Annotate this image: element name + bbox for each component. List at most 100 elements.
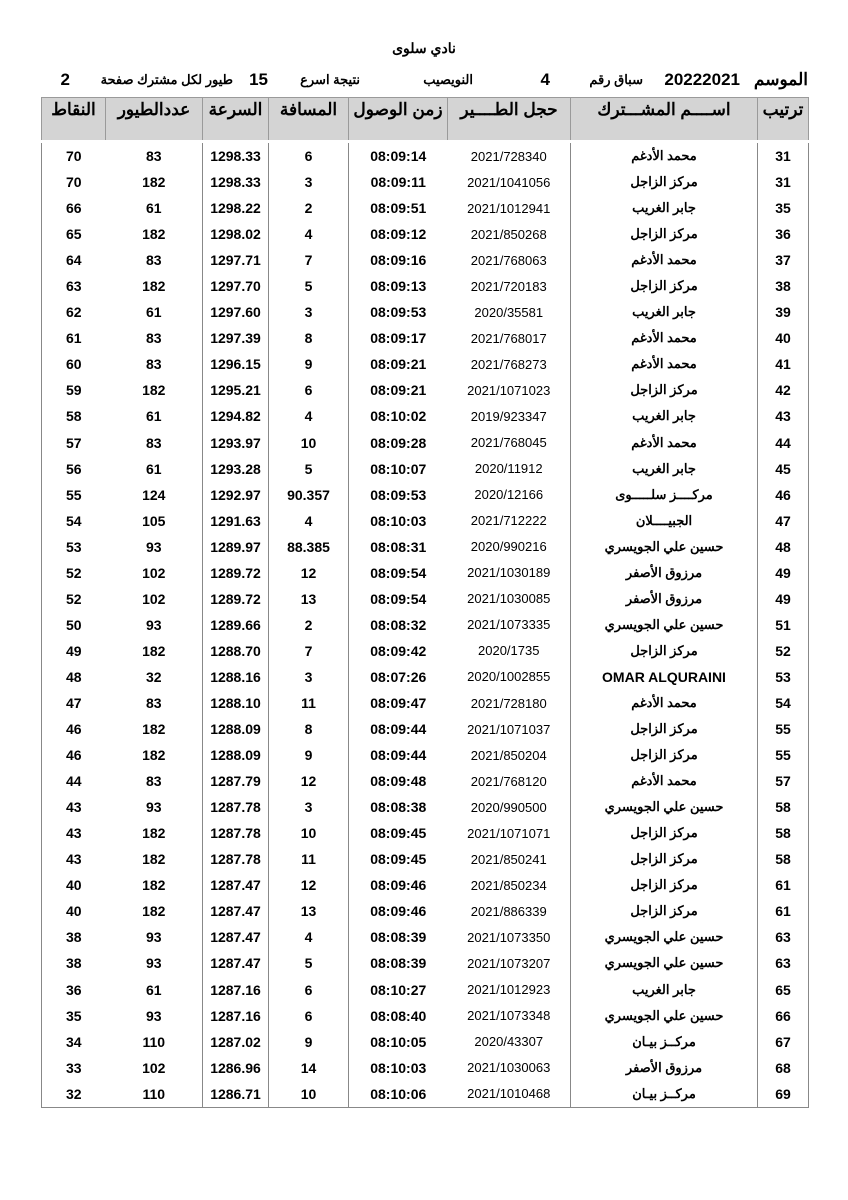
cell-name: حسين علي الجويسري — [570, 533, 758, 560]
cell-name: محمد الأدغم — [570, 429, 758, 456]
cell-birds-count: 102 — [105, 585, 203, 612]
cell-speed: 1298.02 — [202, 221, 269, 248]
cell-name: مركز الزاجل — [570, 377, 758, 404]
table-row: 44 83 1287.79 12 08:09:48 2021/768120 محمد الأ… — [41, 768, 809, 795]
cell-points: 35 — [41, 1002, 106, 1029]
cell-speed: 1287.47 — [202, 872, 269, 899]
col-distance: المسافة — [268, 97, 349, 143]
cell-points: 61 — [41, 325, 106, 352]
cell-rank: 58 — [757, 846, 809, 873]
cell-ring: 2021/850241 — [447, 846, 571, 873]
cell-arrival: 08:09:47 — [370, 695, 427, 711]
cell-distance: 6 — [268, 1002, 349, 1029]
cell-rank: 68 — [757, 1054, 809, 1081]
cell-birds-count: 182 — [105, 377, 203, 404]
cell-ring: 2021/1030189 — [447, 559, 571, 586]
cell-points: 43 — [41, 846, 106, 873]
table-row: 43 182 1287.78 10 08:09:45 2021/1071071 مركز ا… — [41, 820, 809, 847]
cell-birds-count: 32 — [105, 663, 203, 690]
table-row: 70 83 1298.33 6 08:09:14 2021/728340 محمد الأد… — [41, 141, 809, 170]
cell-rank: 66 — [757, 1002, 809, 1029]
cell-rank: 49 — [757, 585, 809, 612]
cell-distance: 12 — [268, 559, 349, 586]
cell-ring: 2021/1030085 — [447, 585, 571, 612]
cell-points: 47 — [41, 689, 106, 717]
cell-arrival: 08:08:31 — [370, 538, 427, 555]
club-name: نادي سلوى — [392, 40, 456, 56]
cell-birds-count: 102 — [105, 559, 203, 586]
result-label: نتيجة اسرع — [300, 72, 360, 87]
cell-name: حسين علي الجويسري — [570, 1002, 758, 1029]
cell-points: 59 — [41, 377, 106, 404]
cell-points: 52 — [41, 559, 106, 586]
cell-birds-count: 83 — [105, 429, 203, 456]
table-row: 53 93 1289.97 88.385 08:08:31 2020/990216 حسين… — [41, 533, 809, 560]
cell-ring: 2021/1071071 — [447, 820, 571, 847]
cell-distance: 9 — [268, 351, 349, 378]
cell-ring: 2021/886339 — [447, 898, 571, 925]
cell-points: 33 — [41, 1054, 106, 1081]
cell-arrival: 08:09:14 — [370, 148, 427, 165]
cell-name: محمد الأدغم — [570, 351, 758, 378]
cell-points: 50 — [41, 611, 106, 638]
cell-arrival: 08:09:45 — [370, 825, 427, 842]
cell-rank: 42 — [757, 377, 809, 404]
cell-name: جابر الغريب — [570, 299, 758, 326]
cell-arrival: 08:09:54 — [370, 590, 427, 607]
cell-distance: 5 — [268, 273, 349, 300]
cell-birds-count: 83 — [105, 768, 203, 795]
cell-points: 38 — [41, 924, 106, 951]
cell-rank: 45 — [757, 455, 809, 482]
cell-rank: 40 — [757, 325, 809, 352]
cell-distance: 2 — [268, 195, 349, 222]
cell-arrival: 08:10:27 — [370, 981, 427, 998]
cell-points: 64 — [41, 247, 106, 274]
cell-points: 55 — [41, 481, 106, 508]
cell-ring: 2021/1012941 — [447, 195, 571, 222]
cell-ring: 2021/1041056 — [447, 169, 571, 196]
cell-birds-count: 182 — [105, 637, 203, 664]
cell-name: مركز الزاجل — [570, 273, 758, 300]
cell-speed: 1298.33 — [202, 141, 269, 170]
cell-birds-count: 182 — [105, 273, 203, 300]
cell-ring: 2021/768120 — [447, 768, 571, 795]
cell-rank: 37 — [757, 247, 809, 274]
cell-rank: 38 — [757, 273, 809, 300]
col-points: النقاط — [41, 97, 106, 143]
cell-rank: 52 — [757, 637, 809, 664]
cell-speed: 1288.09 — [202, 742, 269, 769]
cell-name: جابر الغريب — [570, 455, 758, 482]
cell-name: مرزوق الأصفر — [570, 559, 758, 586]
table-row: 59 182 1295.21 6 08:09:21 2021/1071023 مركز ال… — [41, 377, 809, 404]
cell-points: 40 — [41, 872, 106, 899]
cell-points: 60 — [41, 351, 106, 378]
table-row: 63 182 1297.70 5 08:09:13 2021/720183 مركز الز… — [41, 273, 809, 300]
cell-ring: 2020/43307 — [447, 1028, 571, 1055]
cell-speed: 1298.22 — [202, 195, 269, 222]
cell-speed: 1297.70 — [202, 273, 269, 300]
cell-speed: 1296.15 — [202, 351, 269, 378]
cell-name: مركــز بيـان — [570, 1080, 758, 1108]
cell-arrival: 08:10:03 — [370, 1059, 427, 1076]
cell-distance: 10 — [268, 429, 349, 456]
cell-name: مركز الزاجل — [570, 898, 758, 925]
cell-rank: 54 — [757, 689, 809, 717]
cell-name: الجبيــــلان — [570, 507, 758, 534]
cell-distance: 3 — [268, 663, 349, 690]
col-ring: حجل الطــــير — [447, 97, 571, 143]
cell-birds-count: 110 — [105, 1080, 203, 1108]
table-row: 65 182 1298.02 4 08:09:12 2021/850268 مركز الز… — [41, 221, 809, 248]
cell-name: حسين علي الجويسري — [570, 924, 758, 951]
cell-rank: 51 — [757, 611, 809, 638]
table-row: 62 61 1297.60 3 08:09:53 2020/35581 جابر الغري… — [41, 299, 809, 326]
cell-points: 70 — [41, 141, 106, 170]
cell-birds-count: 93 — [105, 533, 203, 560]
cell-speed: 1287.79 — [202, 768, 269, 795]
cell-rank: 55 — [757, 716, 809, 743]
cell-rank: 67 — [757, 1028, 809, 1055]
cell-arrival: 08:09:28 — [370, 434, 427, 451]
cell-ring: 2019/923347 — [447, 403, 571, 430]
race-location: النويصيب — [423, 72, 473, 87]
cell-points: 70 — [41, 169, 106, 196]
col-name: اســــم المشـــترك — [570, 97, 758, 143]
